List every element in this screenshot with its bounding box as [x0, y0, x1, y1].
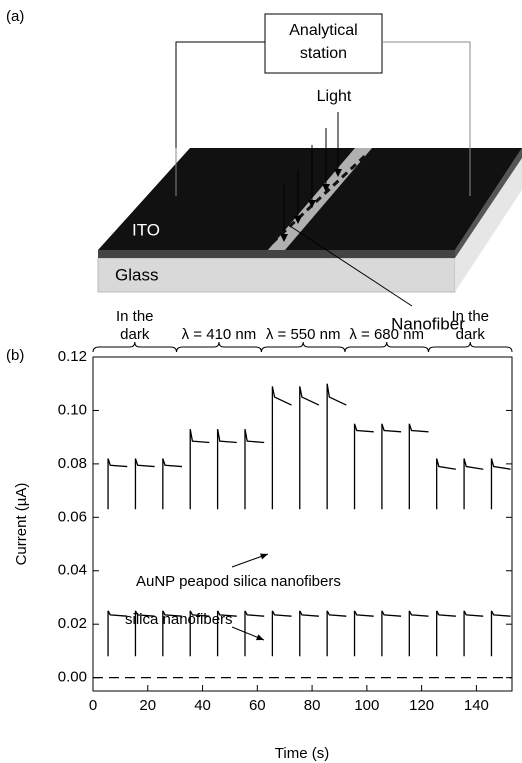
region-brace	[344, 341, 429, 353]
x-tick-label: 60	[249, 697, 266, 714]
region-brace	[427, 341, 513, 353]
series-label: AuNP peapod silica nanofibers	[136, 573, 341, 590]
wire	[382, 41, 471, 196]
region-brace	[92, 341, 178, 353]
arrowhead	[322, 184, 330, 192]
series-label: silica nanofibers	[125, 611, 233, 628]
light-label: Light	[317, 88, 352, 105]
y-tick-label: 0.00	[58, 669, 87, 686]
panel-label: (b)	[6, 347, 24, 364]
station-label: station	[300, 45, 347, 62]
glass-label: Glass	[115, 265, 158, 284]
y-tick-label: 0.04	[58, 562, 87, 579]
x-axis-label: Time (s)	[275, 745, 329, 762]
device	[97, 148, 522, 293]
region-label: In the	[451, 308, 489, 325]
series-line	[107, 610, 511, 657]
y-tick-label: 0.10	[58, 401, 87, 418]
wire	[175, 41, 265, 196]
arrowhead	[260, 553, 268, 560]
y-tick-label: 0.02	[58, 615, 87, 632]
region-label: λ = 550 nm	[266, 326, 341, 343]
x-tick-label: 100	[354, 697, 379, 714]
ito-label: ITO	[132, 220, 160, 239]
light-arrowheads	[280, 169, 342, 242]
arrowhead	[294, 216, 302, 224]
region-label: dark	[456, 326, 486, 343]
arrowhead	[334, 169, 342, 177]
ito-side	[455, 148, 522, 258]
y-tick-label: 0.06	[58, 508, 87, 525]
ito-left	[98, 148, 355, 250]
y-tick-label: 0.12	[58, 348, 87, 365]
pointer	[289, 225, 413, 307]
region-label: dark	[120, 326, 150, 343]
x-tick-label: 140	[464, 697, 489, 714]
nanofiber	[270, 151, 370, 245]
arrowhead	[280, 234, 288, 242]
region-label: λ = 680 nm	[349, 326, 424, 343]
arrowhead	[308, 200, 316, 208]
plot-frame	[92, 356, 513, 692]
x-tick-label: 120	[409, 697, 434, 714]
panel-label: (a)	[6, 8, 24, 25]
arrowhead	[256, 634, 264, 641]
glass-side	[455, 148, 522, 292]
station-label: Analytical	[289, 22, 357, 39]
y-axis-label: Current (µA)	[13, 483, 30, 566]
x-tick-label: 20	[139, 697, 156, 714]
x-tick-label: 0	[89, 697, 97, 714]
light-rays	[283, 112, 339, 240]
region-label: In the	[116, 308, 154, 325]
x-tick-label: 40	[194, 697, 211, 714]
region-brace	[260, 341, 346, 353]
region-brace	[176, 341, 262, 353]
ito-right	[285, 148, 522, 250]
ito-edge	[98, 250, 455, 258]
x-tick-label: 80	[304, 697, 321, 714]
y-tick-label: 0.08	[58, 455, 87, 472]
region-label: λ = 410 nm	[182, 326, 257, 343]
station-box	[264, 13, 383, 74]
nanofiber-label: Nanofiber	[391, 314, 465, 333]
series-line	[107, 383, 511, 510]
